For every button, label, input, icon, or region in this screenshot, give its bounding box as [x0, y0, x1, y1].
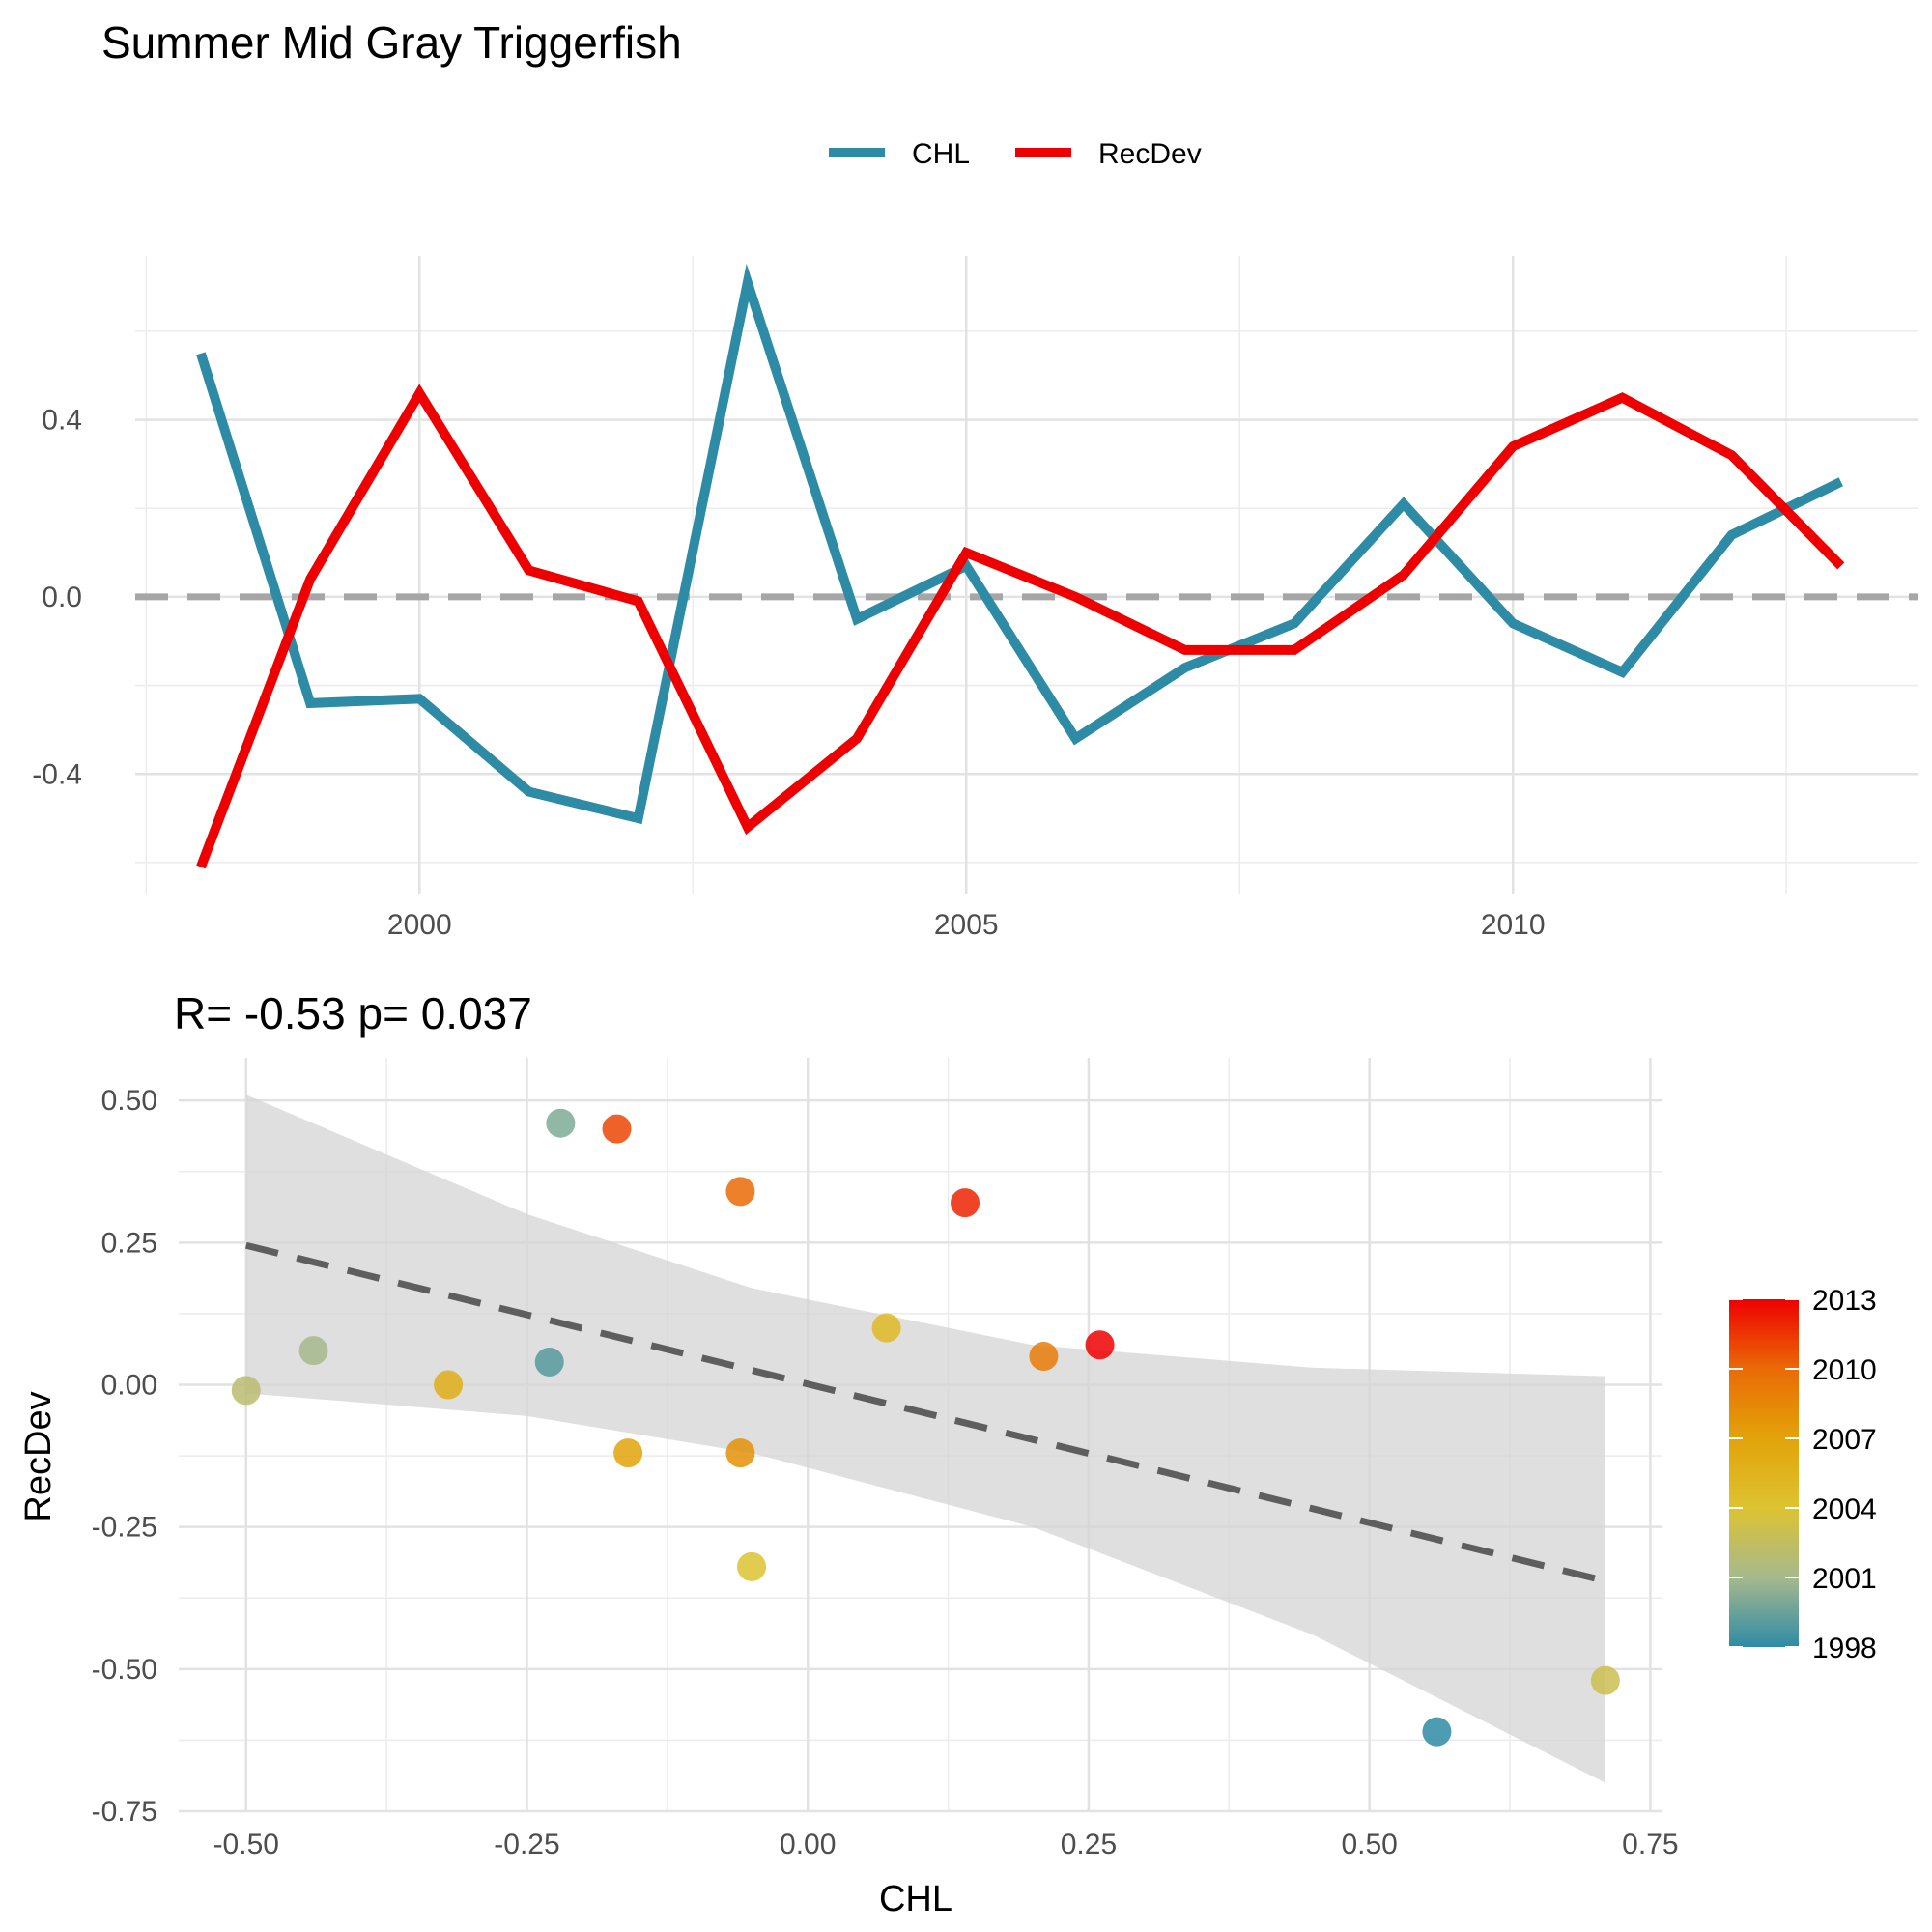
x-tick-label: 0.75: [1622, 1829, 1678, 1861]
time-series-lines: [196, 263, 1845, 869]
figure-title: Summer Mid Gray Triggerfish: [101, 17, 682, 68]
series-line-chl: [196, 263, 1843, 825]
colorbar-tick-label: 2001: [1812, 1563, 1877, 1595]
y-tick-label: 0.50: [101, 1085, 157, 1117]
legend-label-recdev: RecDev: [1098, 138, 1202, 170]
data-point-1999: [534, 1347, 564, 1377]
y-tick-label: 0.00: [101, 1369, 157, 1401]
scatter-y-axis-title: RecDev: [18, 1391, 59, 1521]
data-point-1998: [1422, 1717, 1452, 1747]
confidence-band-area: [245, 1094, 1605, 1783]
scatter-panel: R= -0.53 p= 0.037 -0.75 -0.50 -0.25 0.00 0.2…: [18, 988, 1877, 1919]
data-point-2010: [725, 1177, 755, 1207]
scatter-x-ticks: -0.50 -0.25 0.00 0.25 0.50 0.75: [213, 1829, 1679, 1861]
x-tick-label: 0.00: [780, 1829, 836, 1861]
colorbar-tick-label: 2013: [1812, 1285, 1877, 1317]
colorbar-tick-label: 2007: [1812, 1424, 1877, 1456]
y-tick-label: 0.25: [101, 1227, 157, 1259]
x-tick-label: 2000: [387, 909, 452, 941]
x-tick-label: 2005: [934, 909, 999, 941]
data-point-2000: [546, 1108, 576, 1138]
legend-label-chl: CHL: [912, 138, 970, 170]
x-tick-label: 0.50: [1341, 1829, 1397, 1861]
colorbar-tick-label: 1998: [1812, 1633, 1877, 1664]
x-tick-label: -0.25: [494, 1829, 559, 1861]
data-point-2005: [871, 1313, 901, 1343]
confidence-band: [245, 1094, 1605, 1783]
y-tick-label: -0.75: [92, 1796, 157, 1828]
y-tick-label: -0.50: [92, 1654, 157, 1686]
time-series-legend: CHL RecDev: [829, 138, 1202, 170]
series-line-recdev: [196, 384, 1845, 869]
time-series-x-ticks: 2000 2005 2010: [387, 909, 1546, 941]
y-tick-label: -0.25: [92, 1512, 157, 1544]
x-tick-label: -0.50: [213, 1829, 279, 1861]
regression-line: [244, 1241, 1606, 1584]
data-point-2002: [231, 1376, 261, 1406]
colorbar-tick-label: 2010: [1812, 1354, 1877, 1386]
data-point-2012: [951, 1188, 980, 1218]
y-tick-label: -0.4: [32, 758, 82, 790]
time-series-panel: -0.4 0.0 0.4 2000 2005 2010 CHL RecDev: [32, 138, 1918, 941]
data-point-2003: [1590, 1665, 1620, 1695]
data-point-2001: [298, 1336, 328, 1366]
data-point-2004: [737, 1551, 767, 1581]
scatter-title: R= -0.53 p= 0.037: [174, 988, 532, 1038]
data-point-2007: [613, 1438, 643, 1468]
data-point-2008: [725, 1438, 755, 1468]
data-point-2013: [1085, 1330, 1115, 1360]
y-tick-label: 0.4: [42, 405, 82, 437]
time-series-grid: [135, 256, 1918, 894]
data-point-2009: [1029, 1342, 1059, 1372]
colorbar-gradient-bar: [1729, 1299, 1799, 1647]
scatter-y-ticks: -0.75 -0.50 -0.25 0.00 0.25 0.50: [92, 1085, 157, 1828]
x-tick-label: 2010: [1481, 909, 1546, 941]
scatter-points: [231, 1108, 1620, 1747]
y-tick-label: 0.0: [42, 582, 82, 613]
year-colorbar: 1998 2001 2004 2007 2010 2013: [1729, 1285, 1877, 1664]
scatter-x-axis-title: CHL: [879, 1879, 952, 1919]
colorbar-tick-label: 2004: [1812, 1493, 1877, 1525]
x-tick-label: 0.25: [1061, 1829, 1117, 1861]
time-series-y-ticks: -0.4 0.0 0.4: [32, 405, 82, 791]
data-point-2006: [434, 1370, 464, 1400]
data-point-2011: [602, 1114, 632, 1144]
fit-line: [244, 1241, 1606, 1584]
